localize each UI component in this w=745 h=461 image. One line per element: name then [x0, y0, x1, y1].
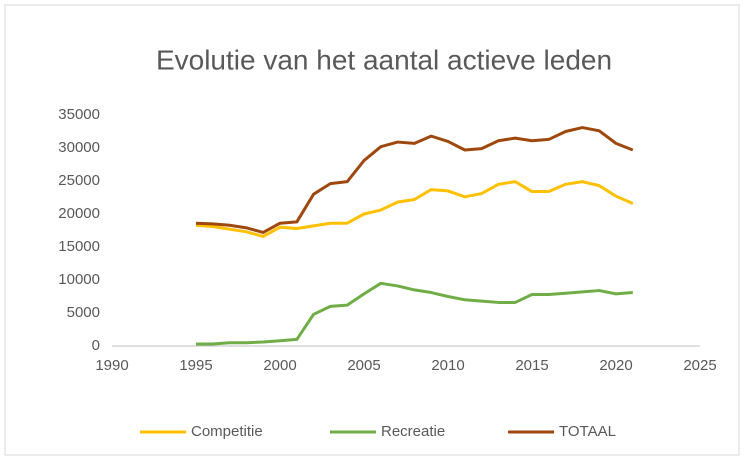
- x-tick-label: 2000: [263, 357, 296, 374]
- y-tick-label: 30000: [58, 139, 100, 156]
- series-line: [195, 180, 634, 238]
- y-tick-label: 35000: [58, 106, 100, 123]
- y-tick-label: 5000: [67, 304, 100, 321]
- y-tick-label: 20000: [58, 205, 100, 222]
- x-tick-label: 2015: [515, 357, 548, 374]
- x-tick-label: 1995: [179, 357, 212, 374]
- legend-label: Recreatie: [381, 423, 445, 440]
- y-tick-label: 25000: [58, 172, 100, 189]
- series-line: [196, 281, 633, 346]
- y-tick-label: 0: [92, 337, 100, 354]
- y-tick-label: 10000: [58, 271, 100, 288]
- x-tick-label: 2025: [683, 357, 716, 374]
- chart-title: Evolutie van het aantal actieve leden: [156, 44, 612, 75]
- x-tick-label: 1990: [95, 357, 128, 374]
- y-tick-label: 15000: [58, 238, 100, 255]
- x-tick-label: 2005: [347, 357, 380, 374]
- legend-label: Competitie: [191, 423, 263, 440]
- legend-label: TOTAAL: [559, 423, 616, 440]
- x-tick-label: 2020: [599, 357, 632, 374]
- chart-frame: [4, 4, 740, 456]
- series-line: [195, 126, 634, 234]
- x-tick-label: 2010: [431, 357, 464, 374]
